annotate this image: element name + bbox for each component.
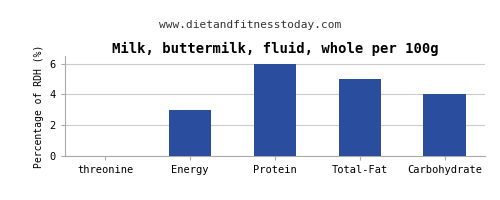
Bar bbox=[424, 94, 466, 156]
Bar bbox=[169, 110, 212, 156]
Bar bbox=[254, 64, 296, 156]
Bar bbox=[338, 79, 381, 156]
Y-axis label: Percentage of RDH (%): Percentage of RDH (%) bbox=[34, 44, 44, 168]
Text: www.dietandfitnesstoday.com: www.dietandfitnesstoday.com bbox=[159, 20, 341, 30]
Title: Milk, buttermilk, fluid, whole per 100g: Milk, buttermilk, fluid, whole per 100g bbox=[112, 42, 438, 56]
